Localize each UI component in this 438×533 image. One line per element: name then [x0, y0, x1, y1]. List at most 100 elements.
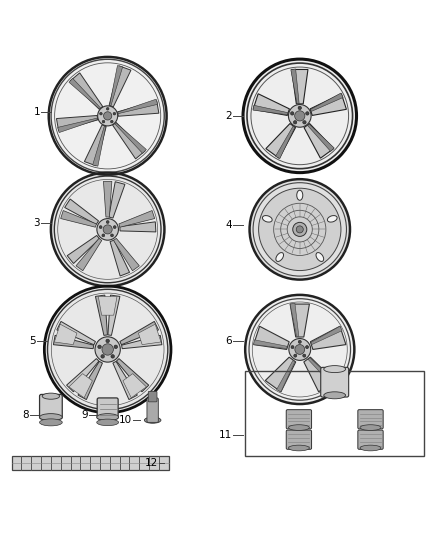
- Ellipse shape: [97, 419, 119, 426]
- Ellipse shape: [262, 215, 272, 222]
- Circle shape: [291, 345, 294, 349]
- Polygon shape: [304, 357, 334, 392]
- Polygon shape: [110, 66, 123, 106]
- Ellipse shape: [39, 419, 62, 426]
- Ellipse shape: [360, 425, 381, 431]
- FancyBboxPatch shape: [286, 430, 311, 449]
- Ellipse shape: [276, 253, 283, 262]
- Polygon shape: [95, 295, 107, 335]
- Circle shape: [106, 108, 109, 110]
- Circle shape: [102, 234, 105, 237]
- Polygon shape: [78, 361, 102, 400]
- Polygon shape: [65, 199, 99, 224]
- Polygon shape: [54, 324, 77, 345]
- FancyBboxPatch shape: [148, 391, 157, 402]
- Text: 1: 1: [33, 107, 40, 117]
- Polygon shape: [118, 99, 158, 114]
- Circle shape: [95, 337, 120, 362]
- Circle shape: [289, 338, 311, 360]
- Circle shape: [110, 234, 113, 237]
- Circle shape: [244, 60, 355, 172]
- Polygon shape: [60, 211, 96, 227]
- Polygon shape: [85, 125, 106, 166]
- Polygon shape: [103, 181, 112, 217]
- Circle shape: [294, 354, 297, 357]
- Circle shape: [102, 120, 105, 123]
- Circle shape: [298, 106, 301, 110]
- Polygon shape: [311, 326, 346, 350]
- Polygon shape: [290, 303, 299, 337]
- Bar: [12, 456, 169, 470]
- Polygon shape: [119, 211, 155, 227]
- Polygon shape: [110, 240, 130, 276]
- Circle shape: [306, 112, 309, 115]
- Circle shape: [290, 112, 294, 115]
- Polygon shape: [266, 124, 296, 158]
- Ellipse shape: [97, 414, 119, 421]
- FancyBboxPatch shape: [147, 398, 158, 422]
- FancyBboxPatch shape: [286, 410, 311, 429]
- Circle shape: [113, 112, 116, 115]
- Circle shape: [106, 339, 110, 343]
- Ellipse shape: [297, 190, 303, 200]
- Polygon shape: [109, 182, 125, 218]
- Polygon shape: [70, 73, 102, 109]
- Circle shape: [50, 58, 166, 174]
- Circle shape: [46, 287, 170, 411]
- Polygon shape: [120, 321, 159, 345]
- Circle shape: [306, 345, 308, 349]
- FancyBboxPatch shape: [321, 367, 349, 397]
- Polygon shape: [113, 238, 139, 271]
- Polygon shape: [57, 321, 95, 345]
- Polygon shape: [109, 66, 131, 107]
- Circle shape: [97, 219, 118, 240]
- Text: 2: 2: [226, 111, 232, 121]
- Circle shape: [103, 112, 112, 120]
- Text: 11: 11: [219, 430, 232, 440]
- FancyBboxPatch shape: [97, 398, 118, 419]
- Text: 4: 4: [226, 220, 232, 230]
- Circle shape: [288, 104, 311, 127]
- Polygon shape: [254, 326, 289, 350]
- Ellipse shape: [145, 417, 161, 423]
- Circle shape: [295, 111, 305, 121]
- Circle shape: [99, 112, 102, 115]
- Polygon shape: [292, 69, 308, 104]
- Text: 10: 10: [119, 415, 132, 425]
- Circle shape: [98, 106, 118, 126]
- FancyBboxPatch shape: [358, 410, 383, 429]
- Circle shape: [258, 188, 341, 271]
- Ellipse shape: [360, 445, 381, 451]
- Circle shape: [246, 296, 353, 403]
- Polygon shape: [108, 295, 120, 335]
- Circle shape: [293, 222, 307, 237]
- Ellipse shape: [288, 445, 309, 451]
- Circle shape: [110, 120, 113, 123]
- Ellipse shape: [324, 366, 346, 373]
- Polygon shape: [291, 69, 299, 104]
- Circle shape: [296, 226, 303, 233]
- Polygon shape: [276, 126, 295, 158]
- Ellipse shape: [42, 393, 60, 399]
- Circle shape: [52, 174, 163, 285]
- FancyBboxPatch shape: [39, 394, 62, 419]
- Polygon shape: [76, 238, 102, 271]
- Circle shape: [99, 225, 102, 229]
- Polygon shape: [67, 359, 99, 392]
- Ellipse shape: [39, 414, 62, 421]
- Polygon shape: [58, 118, 98, 133]
- Polygon shape: [98, 296, 117, 315]
- Polygon shape: [69, 78, 101, 109]
- Circle shape: [303, 354, 306, 357]
- Circle shape: [298, 340, 301, 343]
- Bar: [245, 372, 424, 456]
- Polygon shape: [304, 124, 334, 158]
- Text: 9: 9: [81, 410, 88, 420]
- Ellipse shape: [288, 425, 309, 431]
- Circle shape: [114, 345, 117, 349]
- Polygon shape: [290, 304, 309, 337]
- Circle shape: [101, 354, 104, 358]
- Polygon shape: [69, 374, 92, 398]
- Polygon shape: [53, 335, 94, 349]
- Text: 12: 12: [145, 458, 158, 468]
